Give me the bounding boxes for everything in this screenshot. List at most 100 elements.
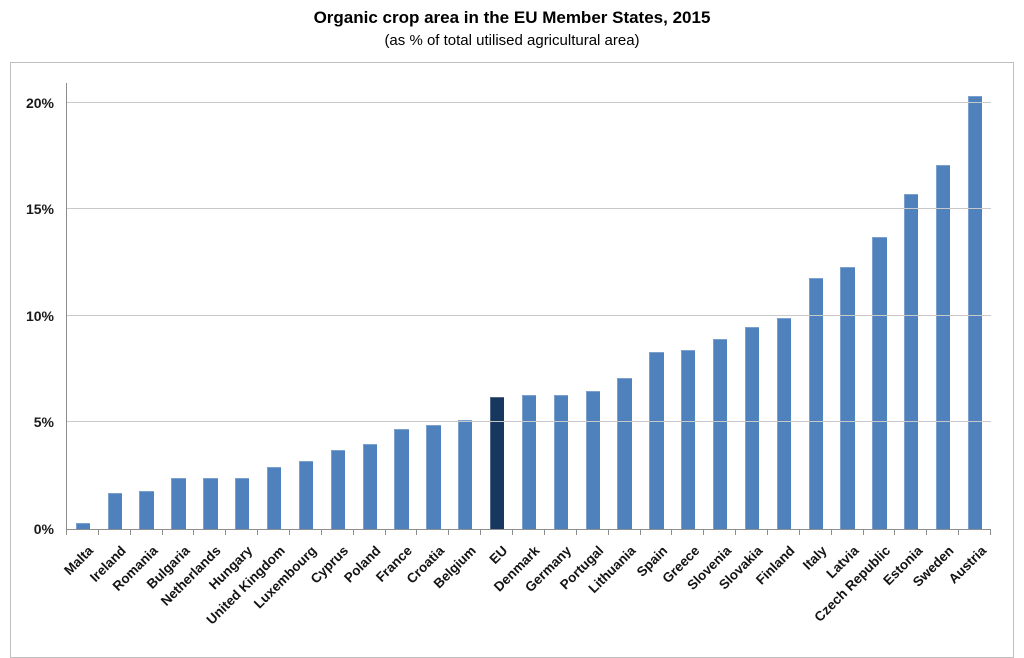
x-tick [703, 530, 705, 535]
bar-slovakia [744, 326, 760, 529]
bar-germany [553, 394, 568, 529]
y-axis-label-15%: 15% [25, 201, 54, 218]
x-axis-ticks [66, 529, 991, 535]
bar-cell [609, 83, 641, 529]
bar-cell [959, 83, 991, 529]
bar-cell [736, 83, 768, 529]
bar-cell [290, 83, 322, 529]
bar-cell [449, 83, 481, 529]
bar-latvia [840, 266, 855, 529]
y-axis-label-20%: 20% [25, 94, 54, 111]
x-tick [512, 530, 514, 535]
x-tick [66, 530, 67, 535]
x-tick [958, 530, 960, 535]
bar-cell [163, 83, 195, 529]
x-tick [384, 530, 386, 535]
x-tick [639, 530, 641, 535]
bar-netherlands [203, 477, 218, 529]
bar-spain [649, 352, 664, 529]
bar-czech-republic [872, 237, 887, 529]
bar-hungary [235, 477, 250, 529]
bar-cell [226, 83, 258, 529]
chart-subtitle: (as % of total utilised agricultural are… [384, 32, 640, 49]
x-tick [830, 530, 832, 535]
gridline-20 [67, 101, 991, 103]
y-axis-label-5%: 5% [33, 414, 54, 431]
bar-cell [354, 83, 386, 529]
bar-malta [75, 522, 91, 529]
bar-cell [99, 83, 131, 529]
bar-cyprus [330, 450, 345, 529]
bar-greece [681, 350, 696, 529]
bar-slovenia [712, 339, 728, 529]
x-tick [97, 530, 99, 535]
x-tick [798, 530, 800, 535]
bar-cell [67, 83, 99, 529]
bar-austria [967, 96, 983, 529]
x-tick [735, 530, 737, 535]
gridline-15 [67, 208, 991, 210]
chart-title: Organic crop area in the EU Member State… [313, 8, 711, 27]
y-axis-label-0%: 0% [33, 521, 54, 537]
bar-croatia [426, 424, 441, 529]
bar-cell [895, 83, 927, 529]
gridline-10 [67, 314, 991, 316]
bar-cell [800, 83, 832, 529]
x-tick [926, 530, 928, 535]
chart-box: 0% 5% 10% 15% 20% Malta Ireland Romania Bulgari… [10, 62, 1014, 658]
x-tick [257, 530, 259, 535]
bar-denmark [521, 394, 537, 529]
x-tick [543, 530, 545, 535]
bar-cell [417, 83, 449, 529]
bar-cell [768, 83, 800, 529]
bar-france [394, 428, 409, 529]
bar-cell [672, 83, 704, 529]
bar-cell [513, 83, 545, 529]
bar-cell [704, 83, 736, 529]
bar-bulgaria [171, 477, 186, 529]
bar-series [67, 83, 991, 529]
bar-italy [808, 277, 823, 529]
bar-estonia [904, 194, 919, 529]
y-axis-label-10%: 10% [25, 307, 54, 324]
bar-luxembourg [298, 460, 314, 529]
bar-cell [927, 83, 959, 529]
bar-cell [386, 83, 418, 529]
bar-poland [362, 443, 377, 529]
x-tick [862, 530, 864, 535]
bar-cell [258, 83, 290, 529]
bar-cell [577, 83, 609, 529]
bar-romania [139, 490, 154, 529]
chart-header: Organic crop area in the EU Member State… [0, 6, 1024, 51]
x-tick [225, 530, 227, 535]
x-tick [193, 530, 195, 535]
bar-belgium [458, 420, 473, 529]
x-tick [448, 530, 450, 535]
x-tick [766, 530, 768, 535]
x-tick [129, 530, 131, 535]
bar-cell [322, 83, 354, 529]
bar-cell [194, 83, 226, 529]
bar-ireland [107, 492, 122, 529]
bar-eu [489, 396, 505, 529]
plot-area [66, 83, 991, 530]
x-tick [161, 530, 163, 535]
bar-cell [863, 83, 895, 529]
x-tick [289, 530, 291, 535]
x-tick [416, 530, 418, 535]
bar-cell [640, 83, 672, 529]
x-tick [990, 530, 991, 535]
bar-sweden [935, 164, 951, 529]
x-tick [671, 530, 673, 535]
bar-cell [545, 83, 577, 529]
bar-lithuania [617, 377, 632, 529]
bar-cell [131, 83, 163, 529]
x-tick [352, 530, 354, 535]
gridline-5 [67, 421, 991, 423]
x-tick [607, 530, 609, 535]
x-tick [320, 530, 322, 535]
bar-finland [776, 318, 791, 529]
x-tick [575, 530, 577, 535]
x-tick [480, 530, 482, 535]
